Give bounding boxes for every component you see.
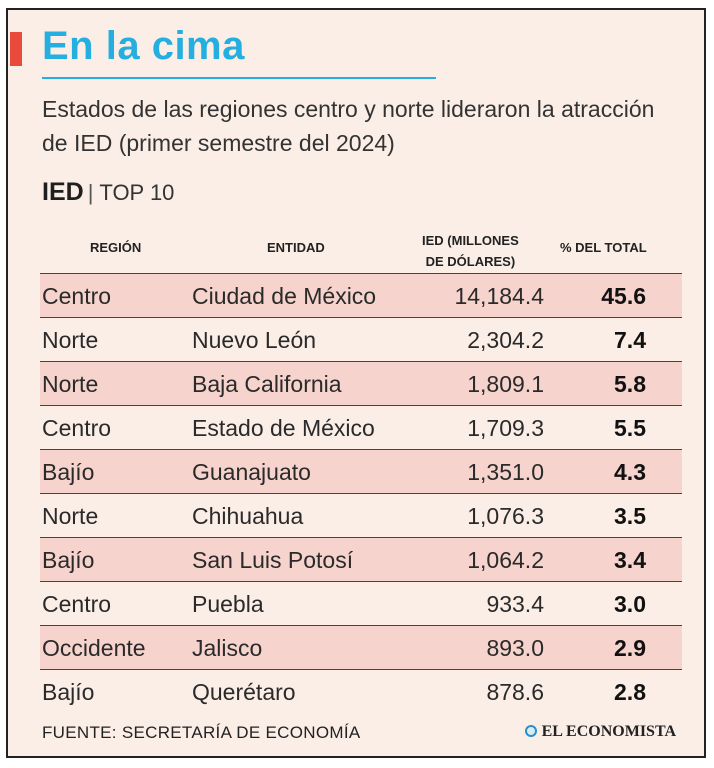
- table-row: Centro Ciudad de México 14,184.4 45.6: [40, 273, 682, 317]
- cell-pct: 4.3: [614, 459, 646, 485]
- infographic-card: En la cima Estados de las regiones centr…: [6, 8, 706, 758]
- cell-region: Centro: [42, 591, 112, 617]
- cell-pct: 5.5: [614, 415, 646, 441]
- column-header-ied: IED (millones de dólares): [422, 230, 519, 272]
- cell-pct: 3.5: [614, 503, 646, 529]
- table-row: Bajío Guanajuato 1,351.0 4.3: [40, 449, 682, 493]
- table-row: Norte Baja California 1,809.1 5.8: [40, 361, 682, 405]
- cell-pct: 2.9: [614, 635, 646, 661]
- cell-region: Bajío: [42, 547, 95, 573]
- table-label-ied: IED: [42, 178, 84, 206]
- table-row: Bajío Querétaro 878.6 2.8: [40, 669, 682, 713]
- column-header-pct: % del total: [560, 240, 647, 255]
- cell-pct: 45.6: [601, 283, 646, 309]
- title-accent-bar: [10, 32, 22, 66]
- column-header-region: Región: [90, 240, 142, 255]
- brand-name: EL ECONOMISTA: [541, 723, 676, 740]
- cell-ied: 14,184.4: [454, 283, 544, 309]
- cell-pct: 3.4: [614, 547, 646, 573]
- cell-region: Norte: [42, 371, 99, 397]
- cell-entity: Ciudad de México: [192, 283, 377, 309]
- cell-ied: 1,351.0: [467, 459, 544, 485]
- table-label-top: TOP 10: [99, 180, 175, 205]
- cell-region: Norte: [42, 503, 99, 529]
- cell-entity: Querétaro: [192, 679, 296, 705]
- cell-entity: Guanajuato: [192, 459, 311, 485]
- cell-entity: Estado de México: [192, 415, 375, 441]
- table-row: Bajío San Luis Potosí 1,064.2 3.4: [40, 537, 682, 581]
- table-row: Centro Puebla 933.4 3.0: [40, 581, 682, 625]
- cell-ied: 893.0: [486, 635, 544, 661]
- cell-entity: Baja California: [192, 371, 342, 397]
- table-label-separator: |: [87, 180, 94, 205]
- cell-entity: Chihuahua: [192, 503, 304, 529]
- page-title: En la cima: [42, 24, 245, 68]
- cell-region: Centro: [42, 415, 112, 441]
- table-row: Norte Chihuahua 1,076.3 3.5: [40, 493, 682, 537]
- source-note: FUENTE: SECRETARÍA DE ECONOMÍA: [42, 723, 361, 742]
- cell-region: Bajío: [42, 679, 95, 705]
- table-row: Norte Nuevo León 2,304.2 7.4: [40, 317, 682, 361]
- cell-pct: 3.0: [614, 591, 646, 617]
- cell-ied: 1,709.3: [467, 415, 544, 441]
- cell-ied: 878.6: [486, 679, 544, 705]
- cell-ied: 1,064.2: [467, 547, 544, 573]
- cell-region: Centro: [42, 283, 112, 309]
- cell-pct: 2.8: [614, 679, 646, 705]
- cell-ied: 1,809.1: [467, 371, 544, 397]
- column-header-entity: Entidad: [267, 240, 325, 255]
- brand-mark-icon: [524, 725, 537, 737]
- cell-region: Occidente: [42, 635, 146, 661]
- cell-entity: Jalisco: [192, 635, 263, 661]
- title-underline: [42, 77, 436, 79]
- cell-ied: 1,076.3: [467, 503, 544, 529]
- column-header-ied-line1: IED (millones: [422, 233, 519, 248]
- brand-logo: EL ECONOMISTA: [524, 723, 676, 741]
- cell-ied: 933.4: [486, 591, 544, 617]
- table-label: IED | TOP 10: [42, 178, 174, 207]
- table-row: Centro Estado de México 1,709.3 5.5: [40, 405, 682, 449]
- column-header-ied-line2: de dólares): [425, 254, 516, 269]
- cell-pct: 7.4: [614, 327, 646, 353]
- cell-entity: Puebla: [192, 591, 264, 617]
- cell-region: Bajío: [42, 459, 95, 485]
- cell-pct: 5.8: [614, 371, 646, 397]
- cell-region: Norte: [42, 327, 99, 353]
- table-row: Occidente Jalisco 893.0 2.9: [40, 625, 682, 669]
- subtitle: Estados de las regiones centro y norte l…: [42, 96, 655, 156]
- data-table: Centro Ciudad de México 14,184.4 45.6 Norte N…: [40, 273, 682, 713]
- cell-entity: Nuevo León: [192, 327, 317, 353]
- cell-entity: San Luis Potosí: [192, 547, 354, 573]
- cell-ied: 2,304.2: [467, 327, 544, 353]
